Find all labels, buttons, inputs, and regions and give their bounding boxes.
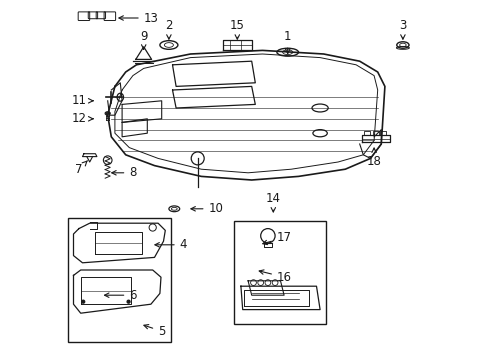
Text: 2: 2 bbox=[165, 19, 172, 39]
Text: 12: 12 bbox=[72, 112, 93, 125]
Text: 9: 9 bbox=[140, 30, 147, 49]
Text: 3: 3 bbox=[398, 19, 406, 39]
Circle shape bbox=[127, 300, 130, 303]
Text: 17: 17 bbox=[262, 231, 291, 245]
Text: 11: 11 bbox=[72, 94, 93, 107]
Text: 15: 15 bbox=[229, 19, 244, 39]
Text: 1: 1 bbox=[284, 30, 291, 54]
Text: 16: 16 bbox=[259, 270, 291, 284]
Text: 14: 14 bbox=[265, 192, 280, 212]
Text: 8: 8 bbox=[111, 166, 136, 179]
Text: 6: 6 bbox=[104, 289, 137, 302]
Text: 7: 7 bbox=[75, 161, 87, 176]
Text: 4: 4 bbox=[155, 238, 187, 251]
Text: 13: 13 bbox=[119, 12, 158, 24]
Circle shape bbox=[81, 300, 84, 303]
Text: 5: 5 bbox=[143, 325, 165, 338]
Text: 18: 18 bbox=[366, 148, 381, 168]
Text: 10: 10 bbox=[190, 202, 223, 215]
